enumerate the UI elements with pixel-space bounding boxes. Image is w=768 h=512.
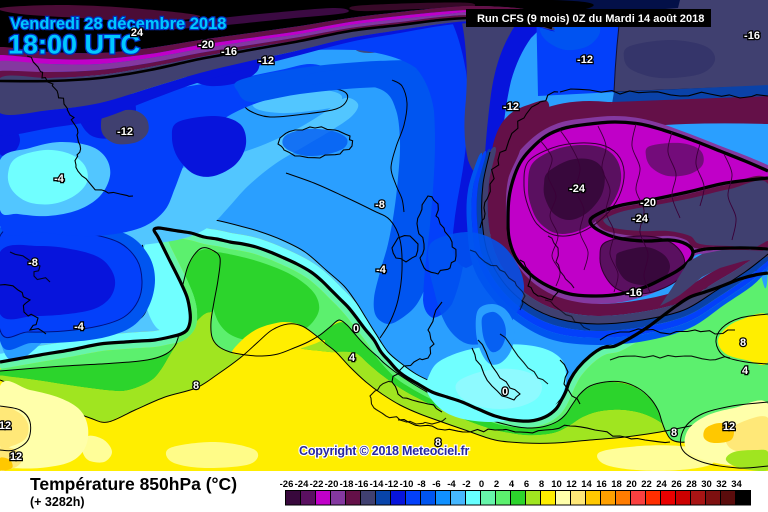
svg-text:-16: -16 <box>355 479 369 490</box>
svg-text:30: 30 <box>701 479 712 490</box>
svg-text:-16: -16 <box>744 30 760 42</box>
svg-text:20: 20 <box>626 479 637 490</box>
svg-text:22: 22 <box>641 479 652 490</box>
svg-text:18:00 UTC: 18:00 UTC <box>8 30 140 60</box>
svg-text:-12: -12 <box>503 101 519 113</box>
svg-text:-8: -8 <box>417 479 425 490</box>
svg-text:-10: -10 <box>400 479 414 490</box>
svg-text:24: 24 <box>131 27 144 39</box>
svg-text:-8: -8 <box>28 257 38 269</box>
svg-text:-12: -12 <box>385 479 399 490</box>
svg-text:8: 8 <box>539 479 544 490</box>
svg-text:8: 8 <box>740 337 746 349</box>
svg-text:0: 0 <box>353 323 359 335</box>
svg-text:8: 8 <box>671 427 677 439</box>
svg-text:8: 8 <box>193 380 199 392</box>
svg-text:6: 6 <box>524 479 529 490</box>
svg-text:18: 18 <box>611 479 622 490</box>
svg-text:2: 2 <box>494 479 499 490</box>
svg-text:0: 0 <box>479 479 484 490</box>
svg-text:14: 14 <box>581 479 592 490</box>
svg-text:28: 28 <box>686 479 697 490</box>
svg-text:-22: -22 <box>310 479 324 490</box>
svg-text:-6: -6 <box>432 479 440 490</box>
svg-text:-12: -12 <box>577 54 593 66</box>
svg-text:-18: -18 <box>340 479 354 490</box>
svg-text:-16: -16 <box>221 46 237 58</box>
svg-text:10: 10 <box>551 479 562 490</box>
svg-text:Copyright © 2018 Meteociel.fr: Copyright © 2018 Meteociel.fr <box>299 444 469 458</box>
svg-text:-24: -24 <box>569 183 586 195</box>
svg-text:24: 24 <box>656 479 667 490</box>
svg-text:-4: -4 <box>447 479 456 490</box>
svg-text:0: 0 <box>502 386 508 398</box>
svg-text:-26: -26 <box>280 479 294 490</box>
svg-text:-24: -24 <box>295 479 309 490</box>
svg-text:-8: -8 <box>375 199 385 211</box>
svg-text:-12: -12 <box>117 126 133 138</box>
svg-text:26: 26 <box>671 479 682 490</box>
svg-text:-4: -4 <box>376 264 387 276</box>
svg-text:Vendredi 28 décembre 2018: Vendredi 28 décembre 2018 <box>10 15 226 33</box>
svg-text:32: 32 <box>716 479 727 490</box>
svg-text:-24: -24 <box>632 213 649 225</box>
svg-text:-12: -12 <box>258 55 274 67</box>
svg-text:-20: -20 <box>198 39 214 51</box>
svg-text:-2: -2 <box>462 479 470 490</box>
svg-text:16: 16 <box>596 479 607 490</box>
svg-text:12: 12 <box>566 479 577 490</box>
svg-text:-20: -20 <box>640 197 656 209</box>
svg-text:4: 4 <box>742 365 749 377</box>
svg-text:12: 12 <box>0 420 11 432</box>
svg-text:12: 12 <box>723 421 735 433</box>
svg-text:Température 850hPa (°C): Température 850hPa (°C) <box>30 474 237 494</box>
svg-text:-20: -20 <box>325 479 339 490</box>
svg-text:(+ 3282h): (+ 3282h) <box>30 495 85 509</box>
svg-text:-4: -4 <box>74 321 85 333</box>
svg-text:8: 8 <box>435 437 441 449</box>
svg-text:-4: -4 <box>54 173 65 185</box>
svg-text:Run CFS (9 mois) 0Z du Mardi 1: Run CFS (9 mois) 0Z du Mardi 14 août 201… <box>477 13 704 25</box>
svg-text:-16: -16 <box>626 287 642 299</box>
svg-text:12: 12 <box>10 451 22 463</box>
svg-text:-14: -14 <box>370 479 384 490</box>
svg-text:34: 34 <box>731 479 742 490</box>
svg-text:4: 4 <box>509 479 515 490</box>
svg-text:4: 4 <box>349 352 356 364</box>
